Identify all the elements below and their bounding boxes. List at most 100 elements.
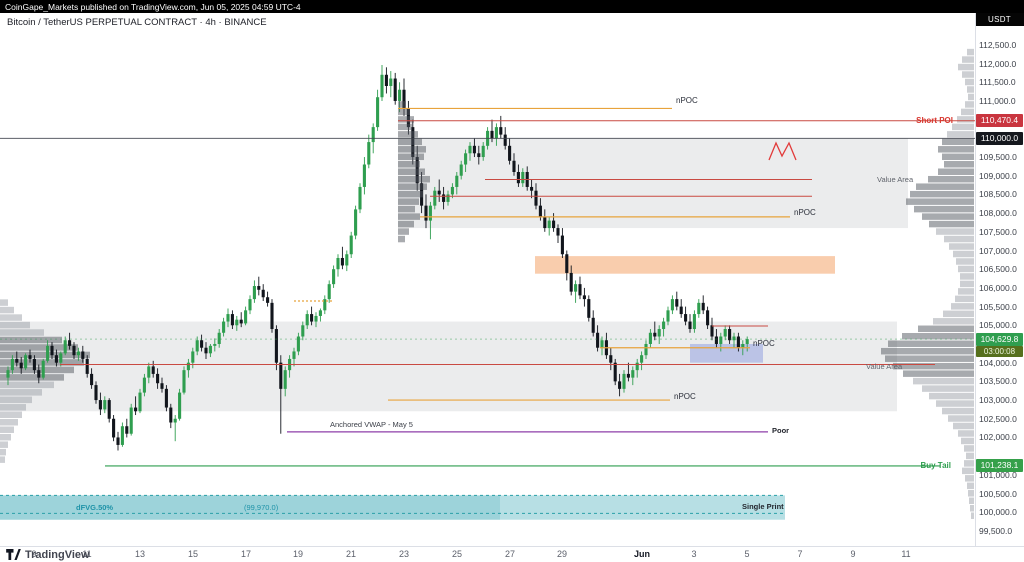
red-zigzag-drawing[interactable] bbox=[768, 141, 797, 161]
poor-label: Poor bbox=[772, 426, 789, 435]
candle-body bbox=[37, 370, 41, 378]
candle-body bbox=[644, 343, 648, 356]
candle-body bbox=[138, 392, 142, 412]
candle-body bbox=[398, 89, 402, 101]
peak-volume-profile-bar bbox=[398, 146, 426, 153]
candle-body bbox=[547, 220, 551, 229]
peak-volume-profile-bar bbox=[398, 101, 406, 108]
candle-body bbox=[336, 257, 340, 270]
right-volume-profile-bar bbox=[922, 385, 974, 392]
time-axis-label: 23 bbox=[398, 549, 410, 559]
right-volume-profile-bar bbox=[961, 108, 974, 116]
time-axis-label: 21 bbox=[345, 549, 357, 559]
tradingview-logo[interactable]: TradingView bbox=[6, 547, 90, 562]
candle-body bbox=[446, 194, 450, 202]
candle-body bbox=[261, 289, 265, 298]
right-volume-profile-bar bbox=[967, 482, 974, 490]
right-volume-profile-bar bbox=[951, 303, 974, 310]
candle-body bbox=[393, 78, 397, 101]
right-volume-profile-bar bbox=[962, 467, 974, 475]
right-volume-profile-bar bbox=[902, 333, 974, 340]
price-axis-label: 102,500.0 bbox=[979, 413, 1017, 424]
candle-body bbox=[305, 314, 309, 326]
time-axis-label: 9 bbox=[31, 549, 37, 559]
candle-body bbox=[516, 171, 520, 184]
right-volume-profile-bar bbox=[953, 250, 974, 258]
time-axis-label: 25 bbox=[451, 549, 463, 559]
single-print-band-left bbox=[0, 495, 500, 520]
candle-body bbox=[257, 286, 261, 290]
candle-body bbox=[455, 175, 459, 187]
peak-volume-profile-bar bbox=[398, 228, 409, 235]
candle-body bbox=[129, 407, 133, 434]
candle-body bbox=[521, 171, 525, 184]
candle-body bbox=[622, 373, 626, 389]
right-volume-profile-bar bbox=[944, 235, 974, 243]
candle-body bbox=[266, 297, 270, 303]
candle-body bbox=[349, 235, 353, 255]
candle-body bbox=[679, 306, 683, 315]
left-volume-profile-bar bbox=[0, 426, 14, 433]
price-axis-label: 111,500.0 bbox=[979, 77, 1016, 88]
candle-body bbox=[10, 358, 14, 371]
price-axis[interactable]: 112,500.0 112,000.0 111,500.0 111,000.0 109,… bbox=[976, 13, 1024, 546]
peak-volume-profile-bar bbox=[398, 235, 405, 243]
right-volume-profile-bar bbox=[964, 445, 974, 452]
supply-zone[interactable] bbox=[535, 256, 835, 274]
right-volume-profile-bar bbox=[936, 228, 974, 235]
peak-volume-profile-bar bbox=[398, 213, 420, 220]
candle-body bbox=[538, 205, 542, 217]
time-axis-label: 11 bbox=[82, 549, 92, 559]
price-axis-label: 107,500.0 bbox=[979, 226, 1017, 237]
left-volume-profile-bar bbox=[0, 441, 8, 448]
candle-body bbox=[274, 329, 278, 363]
candle-body bbox=[380, 74, 384, 98]
short-poi-price-badge: 110,470.4 bbox=[976, 114, 1023, 128]
candle-body bbox=[235, 319, 239, 326]
value-area-lower bbox=[0, 321, 897, 412]
right-volume-profile-bar bbox=[916, 183, 974, 190]
right-volume-profile-bar bbox=[957, 116, 974, 123]
candle-body bbox=[508, 145, 512, 161]
attribution-bar: CoinGape_Markets published on TradingVie… bbox=[0, 0, 1024, 13]
candle-body bbox=[499, 127, 503, 135]
right-volume-profile-bar bbox=[965, 475, 974, 482]
candle-body bbox=[151, 366, 155, 374]
right-volume-profile-bar bbox=[969, 497, 974, 505]
time-axis-label: 5 bbox=[744, 549, 750, 559]
right-volume-profile-bar bbox=[942, 407, 974, 415]
candle-body bbox=[600, 340, 604, 348]
price-axis-label: 109,500.0 bbox=[979, 152, 1017, 163]
candle-body bbox=[354, 209, 358, 236]
candle-body bbox=[50, 345, 54, 356]
price-axis-label: 106,000.0 bbox=[979, 282, 1017, 293]
right-volume-profile-bar bbox=[952, 123, 974, 131]
candle-body bbox=[90, 373, 94, 386]
candle-body bbox=[626, 373, 630, 378]
candle-body bbox=[120, 426, 124, 445]
peak-volume-profile-bar bbox=[398, 183, 427, 190]
candle-body bbox=[728, 329, 732, 341]
candle-body bbox=[156, 373, 160, 384]
right-volume-profile-bar bbox=[881, 347, 974, 355]
candle-body bbox=[68, 340, 72, 346]
candle-body bbox=[640, 355, 644, 363]
time-axis[interactable]: 9 11 13 15 17 19 21 23 25 27 29 Jun 3 5 7 9 11 bbox=[0, 546, 975, 562]
demand-zone[interactable] bbox=[690, 343, 763, 363]
last-price-badge: 104,629.8 bbox=[976, 332, 1023, 346]
right-volume-profile-bar bbox=[938, 146, 974, 153]
right-volume-profile-bar bbox=[933, 318, 974, 325]
right-volume-profile-bar bbox=[966, 452, 974, 460]
right-volume-profile-bar bbox=[914, 205, 974, 213]
candle-body bbox=[512, 160, 516, 172]
candle-body bbox=[450, 186, 454, 195]
candle-body bbox=[54, 355, 58, 363]
candle-body bbox=[217, 332, 221, 344]
candle-body bbox=[428, 205, 432, 221]
time-axis-label: 17 bbox=[240, 549, 252, 559]
right-volume-profile-bar bbox=[958, 63, 974, 71]
time-axis-label: Jun bbox=[633, 549, 651, 559]
candle-body bbox=[208, 345, 212, 354]
